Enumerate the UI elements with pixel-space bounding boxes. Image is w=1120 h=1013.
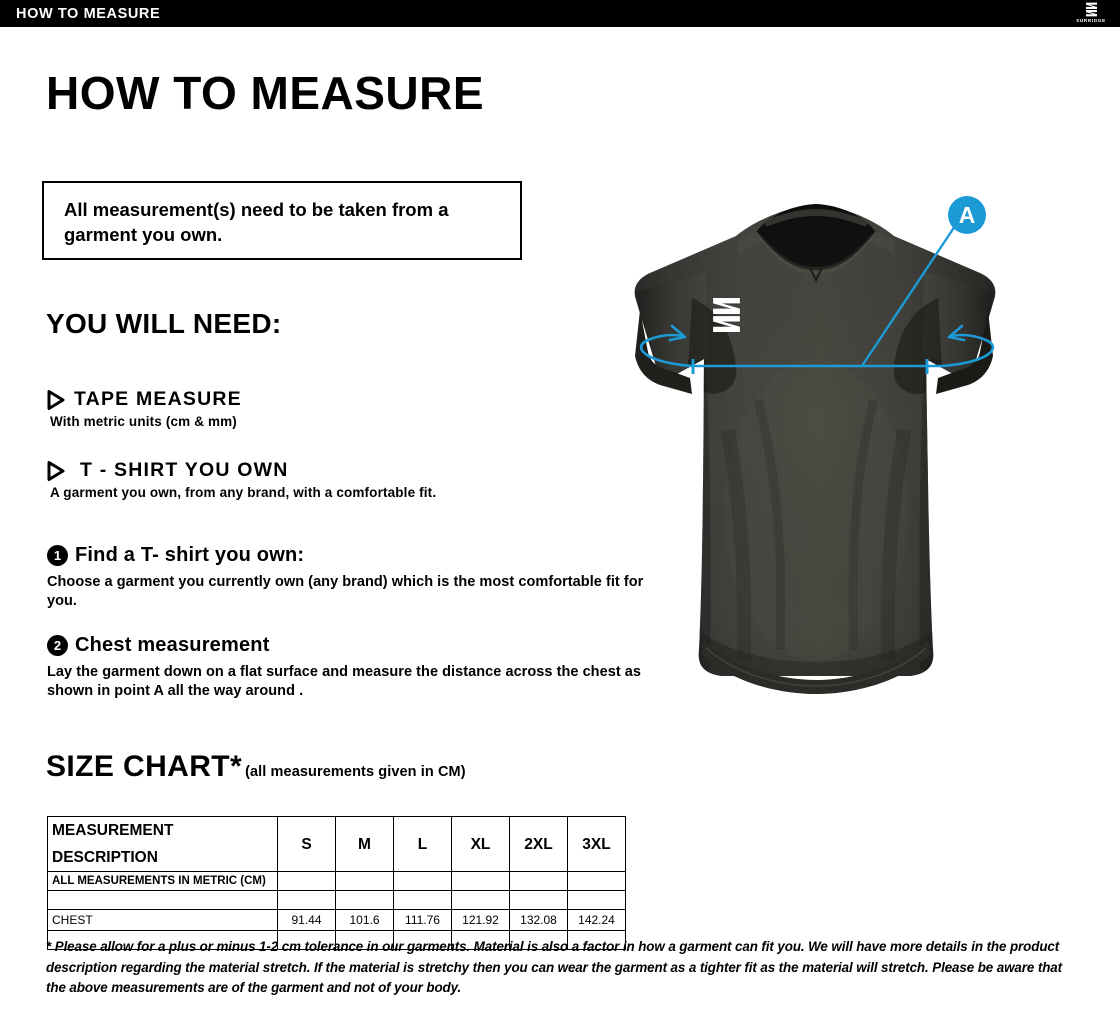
tshirt-chest-measurement-diagram: A <box>588 180 1040 720</box>
callout-label: A <box>959 202 976 228</box>
size-chart-heading-main: SIZE CHART* <box>46 750 243 783</box>
step-number-badge: 2 <box>47 635 68 656</box>
step-body: Choose a garment you currently own (any … <box>47 574 644 609</box>
cell <box>393 890 452 910</box>
cell <box>393 871 452 891</box>
row-label: ALL MEASUREMENTS IN METRIC (CM) <box>47 871 278 891</box>
double-s-mark-icon <box>1085 2 1097 17</box>
arrowhead-left <box>668 324 687 342</box>
cell <box>277 890 336 910</box>
notice-text: All measurement(s) need to be taken from… <box>64 199 449 245</box>
cell-chest-2xl: 132.08 <box>509 909 568 931</box>
cell <box>567 871 626 891</box>
tshirt-body <box>634 204 996 694</box>
triangle-right-outline-icon <box>47 460 65 481</box>
cell-chest-xl: 121.92 <box>451 909 510 931</box>
cell <box>335 871 394 891</box>
size-chart-heading: SIZE CHART* (all measurements given in C… <box>46 750 466 784</box>
cell <box>335 890 394 910</box>
cell-chest-3xl: 142.24 <box>567 909 626 931</box>
top-bar: HOW TO MEASURE SURRIDGE <box>0 0 1120 27</box>
cell <box>451 871 510 891</box>
cell <box>567 890 626 910</box>
cell-chest-m: 101.6 <box>335 909 394 931</box>
cell <box>277 871 336 891</box>
cell-chest-l: 111.76 <box>393 909 452 931</box>
step-number-badge: 1 <box>47 545 68 566</box>
triangle-right-outline-icon <box>47 389 65 410</box>
table-row <box>47 890 626 910</box>
col-header-m: M <box>335 816 394 872</box>
tshirt-illustration-svg: A <box>634 196 996 694</box>
need-item-tshirt-you-own: T - SHIRT YOU OWN A garment you own, fro… <box>46 459 436 500</box>
step-1: 1 Find a T- shirt you own: Choose a garm… <box>47 544 647 610</box>
size-chart-table: MEASUREMENT DESCRIPTION S M L XL 2XL 3XL… <box>47 816 626 950</box>
chest-measurement-overlay: A <box>639 196 995 374</box>
table-row: ALL MEASUREMENTS IN METRIC (CM) <box>47 871 626 891</box>
row-label-chest: CHEST <box>47 909 278 931</box>
step-title: Chest measurement <box>75 634 270 656</box>
step-title: Find a T- shirt you own: <box>75 544 305 566</box>
cell-chest-s: 91.44 <box>277 909 336 931</box>
col-header-l: L <box>393 816 452 872</box>
notice-box: All measurement(s) need to be taken from… <box>42 181 522 260</box>
page-title: HOW TO MEASURE <box>46 67 485 119</box>
sleeve-cuff-right <box>936 310 993 394</box>
cell <box>509 890 568 910</box>
table-header-row: MEASUREMENT DESCRIPTION S M L XL 2XL 3XL <box>47 816 626 872</box>
col-header-xl: XL <box>451 816 510 872</box>
row-label <box>47 890 278 910</box>
col-header-2xl: 2XL <box>509 816 568 872</box>
chest-wrap-arc-left <box>639 333 693 368</box>
step-body: Lay the garment down on a flat surface a… <box>47 664 642 699</box>
size-chart-heading-note: (all measurements given in CM) <box>245 764 466 780</box>
col-header-description: MEASUREMENT DESCRIPTION <box>47 816 278 872</box>
cell <box>509 871 568 891</box>
tolerance-footnote: * Please allow for a plus or minus 1-2 c… <box>46 939 1062 995</box>
arrowhead-right <box>947 324 966 342</box>
chest-wrap-arc-right <box>941 333 995 368</box>
you-will-need-heading: YOU WILL NEED: <box>46 308 282 339</box>
cell <box>451 890 510 910</box>
col-header-3xl: 3XL <box>567 816 626 872</box>
table-row: CHEST 91.44 101.6 111.76 121.92 132.08 1… <box>47 909 626 931</box>
size-chart-table-wrap: MEASUREMENT DESCRIPTION S M L XL 2XL 3XL… <box>47 816 626 950</box>
step-2: 2 Chest measurement Lay the garment down… <box>47 634 647 700</box>
cell <box>567 930 626 950</box>
table-row <box>47 930 626 950</box>
brand-wordmark: SURRIDGE <box>1076 18 1106 23</box>
callout-badge-a: A <box>948 196 986 234</box>
need-item-tape-measure: TAPE MEASURE With metric units (cm & mm) <box>46 388 242 429</box>
surridge-double-s-logo <box>713 298 740 333</box>
sleeve-cuff-left <box>635 310 692 394</box>
need-item-subtitle: A garment you own, from any brand, with … <box>50 485 437 500</box>
collar <box>755 204 877 283</box>
callout-leader-line <box>861 225 956 367</box>
need-item-title: TAPE MEASURE <box>74 388 242 410</box>
col-header-s: S <box>277 816 336 872</box>
need-item-subtitle: With metric units (cm & mm) <box>50 414 237 429</box>
need-item-title: T - SHIRT YOU OWN <box>80 459 289 481</box>
top-bar-title: HOW TO MEASURE <box>16 6 161 22</box>
surridge-double-s-logo: SURRIDGE <box>1070 1 1112 26</box>
